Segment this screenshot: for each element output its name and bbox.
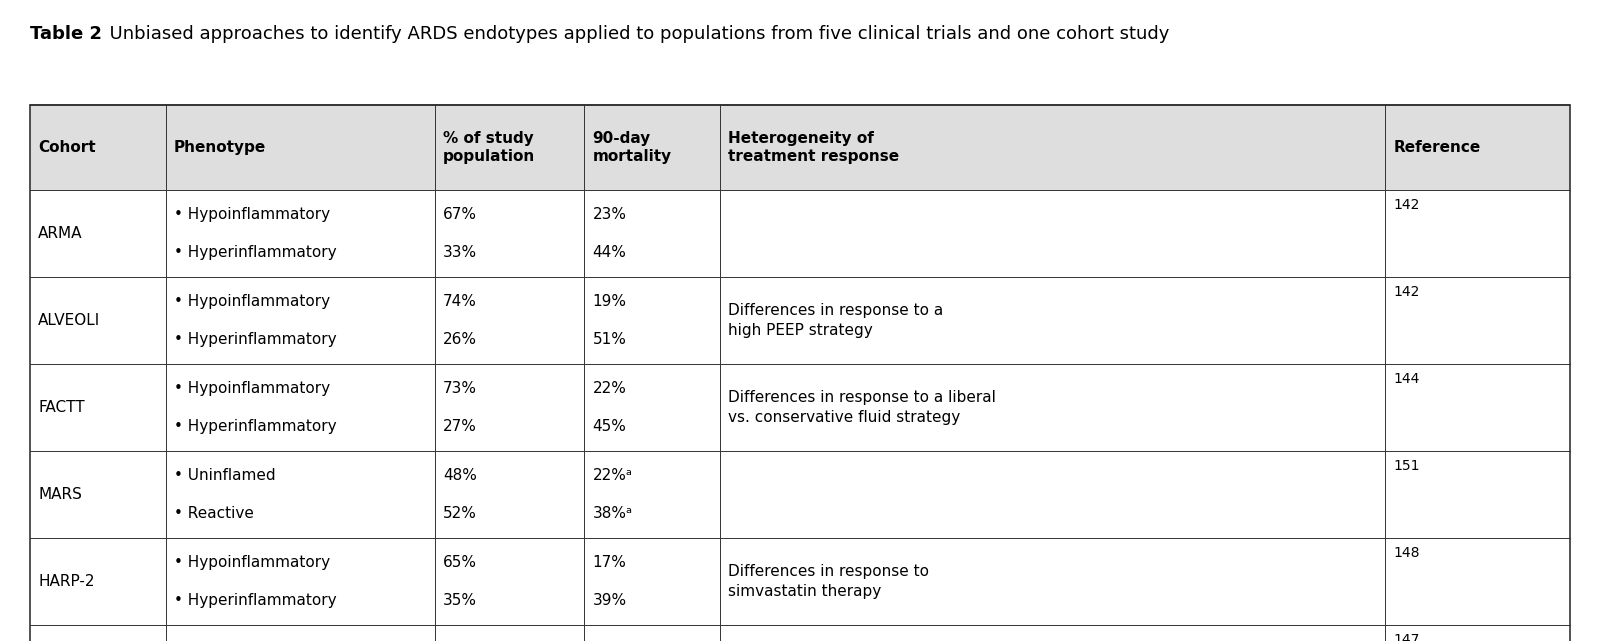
- Text: 65%: 65%: [443, 555, 477, 570]
- Text: Differences in response to
simvastatin therapy: Differences in response to simvastatin t…: [728, 564, 930, 599]
- Text: • Hyperinflammatory: • Hyperinflammatory: [173, 593, 336, 608]
- Text: 22%ᵃ: 22%ᵃ: [592, 468, 632, 483]
- Text: 74%: 74%: [443, 294, 477, 309]
- Text: Differences in response to a
high PEEP strategy: Differences in response to a high PEEP s…: [728, 303, 942, 338]
- Text: Unbiased approaches to identify ARDS endotypes applied to populations from five : Unbiased approaches to identify ARDS end…: [98, 25, 1170, 43]
- Text: 151: 151: [1394, 459, 1419, 473]
- Text: Heterogeneity of
treatment response: Heterogeneity of treatment response: [728, 131, 899, 164]
- Text: 67%: 67%: [443, 207, 477, 222]
- Text: 39%: 39%: [592, 593, 627, 608]
- Text: HARP-2: HARP-2: [38, 574, 94, 589]
- Bar: [30, 105, 1570, 190]
- Text: 142: 142: [1394, 285, 1419, 299]
- Text: ARMA: ARMA: [38, 226, 83, 241]
- Text: % of study
population: % of study population: [443, 131, 536, 164]
- Text: 44%: 44%: [592, 245, 626, 260]
- Text: • Hyperinflammatory: • Hyperinflammatory: [173, 245, 336, 260]
- Text: 33%: 33%: [443, 245, 477, 260]
- Text: 45%: 45%: [592, 419, 626, 434]
- Text: Differences in response to a liberal
vs. conservative fluid strategy: Differences in response to a liberal vs.…: [728, 390, 995, 425]
- Text: 38%ᵃ: 38%ᵃ: [592, 506, 632, 521]
- Text: 148: 148: [1394, 546, 1419, 560]
- Text: 35%: 35%: [443, 593, 477, 608]
- Text: Cohort: Cohort: [38, 140, 96, 155]
- Text: 17%: 17%: [592, 555, 626, 570]
- Text: MARS: MARS: [38, 487, 82, 502]
- Text: 51%: 51%: [592, 332, 626, 347]
- Text: FACTT: FACTT: [38, 400, 85, 415]
- Text: ALVEOLI: ALVEOLI: [38, 313, 101, 328]
- Text: 90-day
mortality: 90-day mortality: [592, 131, 672, 164]
- Text: 147: 147: [1394, 633, 1419, 641]
- Text: 19%: 19%: [592, 294, 627, 309]
- Text: • Hypoinflammatory: • Hypoinflammatory: [173, 381, 330, 396]
- Text: • Hyperinflammatory: • Hyperinflammatory: [173, 332, 336, 347]
- Text: Phenotype: Phenotype: [173, 140, 266, 155]
- Text: 73%: 73%: [443, 381, 477, 396]
- Text: • Hypoinflammatory: • Hypoinflammatory: [173, 207, 330, 222]
- Text: • Hypoinflammatory: • Hypoinflammatory: [173, 294, 330, 309]
- Text: • Hypoinflammatory: • Hypoinflammatory: [173, 555, 330, 570]
- Text: • Hyperinflammatory: • Hyperinflammatory: [173, 419, 336, 434]
- Text: 142: 142: [1394, 198, 1419, 212]
- Text: 52%: 52%: [443, 506, 477, 521]
- Text: 27%: 27%: [443, 419, 477, 434]
- Text: • Reactive: • Reactive: [173, 506, 253, 521]
- Text: Reference: Reference: [1394, 140, 1480, 155]
- Text: 22%: 22%: [592, 381, 626, 396]
- Text: 23%: 23%: [592, 207, 627, 222]
- Text: 26%: 26%: [443, 332, 477, 347]
- Text: • Uninflamed: • Uninflamed: [173, 468, 275, 483]
- Text: 48%: 48%: [443, 468, 477, 483]
- Text: Table 2: Table 2: [30, 25, 102, 43]
- Text: 144: 144: [1394, 372, 1419, 386]
